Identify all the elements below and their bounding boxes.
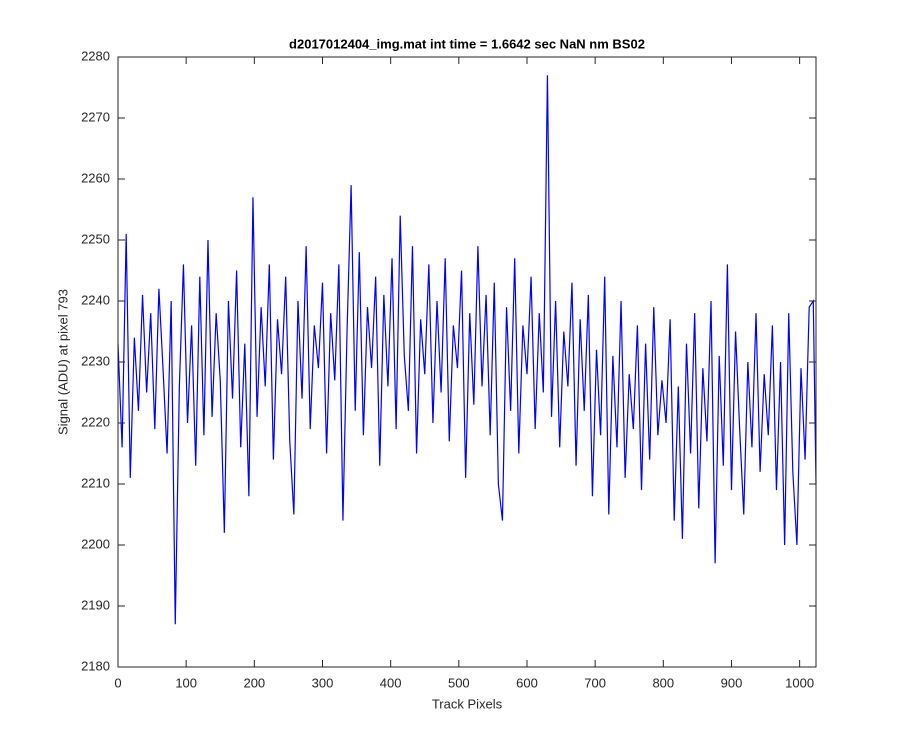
y-tick-label: 2210	[81, 475, 110, 490]
x-tick-label: 500	[448, 675, 470, 690]
x-tick-label: 700	[584, 675, 606, 690]
x-tick-label: 0	[114, 675, 121, 690]
y-tick-label: 2230	[81, 353, 110, 368]
y-tick-label: 2220	[81, 414, 110, 429]
y-tick-label: 2240	[81, 292, 110, 307]
y-tick-label: 2250	[81, 231, 110, 246]
y-tick-label: 2200	[81, 536, 110, 551]
x-tick-label: 600	[516, 675, 538, 690]
x-tick-label: 900	[721, 675, 743, 690]
data-line	[117, 75, 817, 625]
y-tick-label: 2270	[81, 109, 110, 124]
y-tick-label: 2280	[81, 48, 110, 63]
x-tick-label: 800	[652, 675, 674, 690]
chart-title: d2017012404_img.mat int time = 1.6642 se…	[289, 36, 645, 51]
x-tick-label: 400	[380, 675, 402, 690]
x-tick-label: 200	[243, 675, 265, 690]
y-axis-label: Signal (ADU) at pixel 793	[55, 289, 70, 435]
x-tick-label: 300	[312, 675, 334, 690]
x-axis-label: Track Pixels	[432, 696, 503, 711]
x-tick-label: 1000	[785, 675, 814, 690]
x-tick-label: 100	[175, 675, 197, 690]
y-tick-label: 2260	[81, 170, 110, 185]
y-tick-label: 2180	[81, 658, 110, 673]
y-tick-label: 2190	[81, 597, 110, 612]
